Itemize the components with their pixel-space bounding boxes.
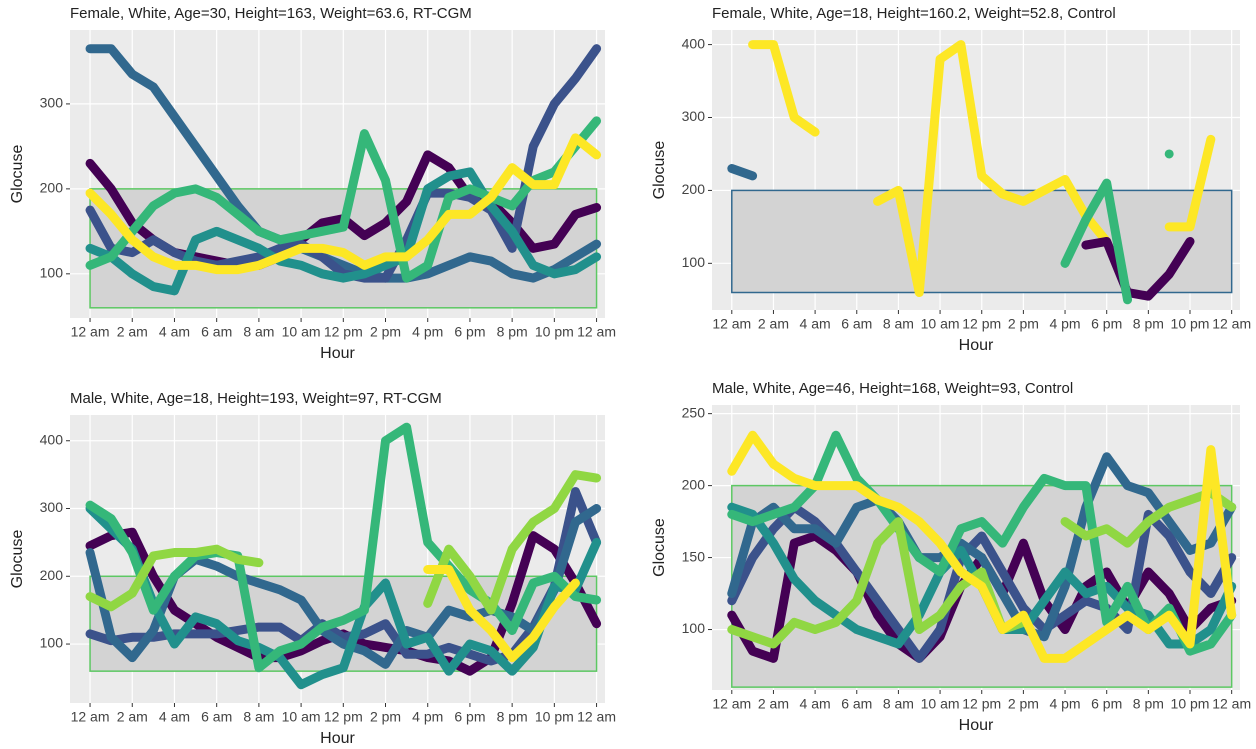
target-range — [731, 189, 1233, 294]
x-tick-label: 6 pm — [454, 709, 485, 725]
x-tick-label: 12 am — [712, 316, 751, 332]
glucose-trace — [1081, 236, 1195, 301]
x-tick-label: 2 pm — [1008, 696, 1039, 712]
y-tick-label: 300 — [682, 108, 706, 124]
x-tick-label: 4 pm — [1049, 696, 1080, 712]
x-tick-label: 2 pm — [370, 709, 401, 725]
glucose-trace — [85, 44, 602, 283]
x-tick-label: 6 am — [841, 696, 872, 712]
y-tick-label: 100 — [682, 620, 706, 636]
x-tick-label: 4 am — [159, 324, 190, 340]
x-tick-label: 4 am — [159, 709, 190, 725]
x-tick-label: 12 am — [712, 696, 751, 712]
panel-title: Female, White, Age=30, Height=163, Weigh… — [70, 5, 472, 22]
y-tick-label: 200 — [40, 180, 64, 196]
y-tick-label: 300 — [40, 499, 64, 515]
x-tick-label: 12 pm — [962, 316, 1001, 332]
x-tick-label: 8 am — [883, 316, 914, 332]
x-tick-label: 12 pm — [324, 324, 363, 340]
x-tick-label: 2 pm — [370, 324, 401, 340]
x-tick-label: 4 pm — [412, 324, 443, 340]
x-tick-label: 10 am — [921, 696, 960, 712]
x-tick-label: 12 am — [71, 324, 110, 340]
y-tick-label: 100 — [40, 635, 64, 651]
x-tick-label: 8 am — [883, 696, 914, 712]
x-tick-label: 4 am — [800, 696, 831, 712]
x-tick-label: 8 am — [243, 324, 274, 340]
x-tick-label: 12 am — [577, 324, 616, 340]
x-axis-title: Hour — [959, 337, 994, 354]
y-tick-label: 250 — [682, 404, 706, 420]
x-tick-label: 12 am — [71, 709, 110, 725]
y-axis-title: Glocuse — [651, 141, 668, 200]
y-axis-title: Glocuse — [651, 518, 668, 577]
y-axis-title: Glocuse — [9, 145, 26, 204]
x-tick-label: 2 am — [117, 324, 148, 340]
y-tick-label: 150 — [682, 548, 706, 564]
y-tick-label: 400 — [40, 431, 64, 447]
y-tick-label: 300 — [40, 95, 64, 111]
glucose-trace — [85, 167, 602, 296]
y-tick-label: 200 — [682, 181, 706, 197]
y-tick-label: 400 — [682, 35, 706, 51]
x-axis-title: Hour — [320, 730, 355, 747]
glucose-trace — [727, 452, 1237, 642]
glucose-trace — [85, 504, 602, 690]
x-tick-label: 6 am — [201, 709, 232, 725]
x-axis-title: Hour — [320, 345, 355, 362]
x-tick-label: 8 pm — [1133, 696, 1164, 712]
x-tick-label: 8 am — [243, 709, 274, 725]
x-tick-label: 4 am — [800, 316, 831, 332]
x-tick-label: 10 pm — [535, 324, 574, 340]
x-tick-label: 8 pm — [497, 709, 528, 725]
y-tick-label: 200 — [40, 567, 64, 583]
glucose-trace — [85, 133, 602, 275]
x-axis-title: Hour — [959, 717, 994, 734]
x-tick-label: 6 am — [841, 316, 872, 332]
panel-title: Male, White, Age=18, Height=193, Weight=… — [70, 390, 442, 407]
y-tick-label: 100 — [40, 265, 64, 281]
glucose-trace — [85, 422, 602, 673]
x-tick-label: 2 pm — [1008, 316, 1039, 332]
x-tick-label: 2 am — [117, 709, 148, 725]
glucose-trace — [748, 40, 1216, 297]
x-tick-label: 10 pm — [535, 709, 574, 725]
glucose-trace — [423, 565, 580, 663]
y-tick-label: 200 — [682, 476, 706, 492]
x-tick-label: 6 pm — [454, 324, 485, 340]
glucose-trace — [85, 116, 602, 283]
x-tick-label: 6 pm — [1091, 696, 1122, 712]
glucose-trace — [1060, 149, 1174, 305]
glucose-trace — [727, 164, 758, 181]
x-tick-label: 2 am — [758, 316, 789, 332]
x-tick-label: 6 pm — [1091, 316, 1122, 332]
x-tick-label: 10 am — [282, 324, 321, 340]
x-tick-label: 8 pm — [1133, 316, 1164, 332]
x-tick-label: 12 am — [577, 709, 616, 725]
x-tick-label: 10 pm — [1171, 696, 1210, 712]
x-tick-label: 4 pm — [1049, 316, 1080, 332]
x-tick-label: 10 am — [921, 316, 960, 332]
panel-title: Female, White, Age=18, Height=160.2, Wei… — [712, 5, 1116, 22]
x-tick-label: 2 am — [758, 696, 789, 712]
y-tick-label: 100 — [682, 254, 706, 270]
x-tick-label: 12 pm — [324, 709, 363, 725]
y-axis-title: Glocuse — [9, 530, 26, 589]
x-tick-label: 4 pm — [412, 709, 443, 725]
x-tick-label: 10 pm — [1171, 316, 1210, 332]
glucose-trace — [727, 430, 1237, 663]
panel-title: Male, White, Age=46, Height=168, Weight=… — [712, 380, 1073, 397]
x-tick-label: 12 am — [1212, 316, 1251, 332]
x-tick-label: 10 am — [282, 709, 321, 725]
x-tick-label: 12 am — [1212, 696, 1251, 712]
x-tick-label: 12 pm — [962, 696, 1001, 712]
glucose-trace — [85, 470, 602, 615]
glucose-trace — [727, 502, 1237, 663]
x-tick-label: 6 am — [201, 324, 232, 340]
x-tick-label: 8 pm — [497, 324, 528, 340]
